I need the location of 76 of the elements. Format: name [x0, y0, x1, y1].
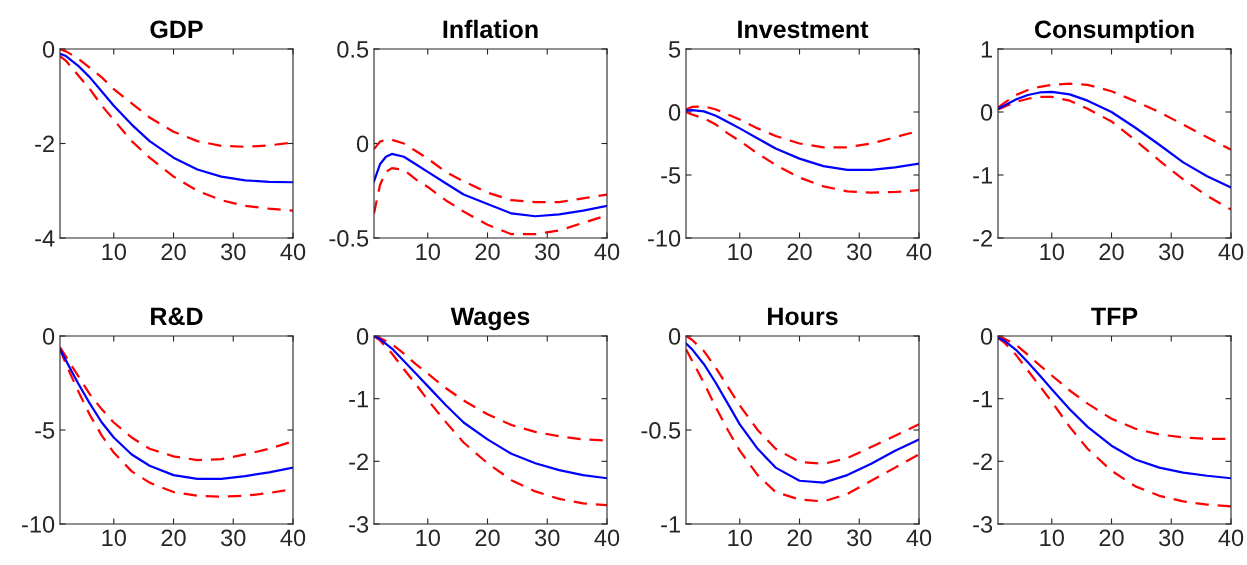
x-tick-label: 20 [787, 529, 812, 547]
y-tick-label: 5 [668, 41, 681, 58]
x-tick-label: 40 [594, 529, 620, 547]
y-tick-label: -0.5 [641, 422, 681, 439]
y-tick-label: -3 [349, 516, 369, 533]
chart-title: R&D [151, 307, 203, 326]
line-series [686, 109, 919, 172]
chart-title: Investment [738, 20, 869, 39]
line-series [60, 54, 293, 212]
x-tick-label: 30 [1159, 243, 1184, 261]
y-tick-label: 0 [980, 104, 993, 121]
y-tick-label: -10 [648, 230, 681, 247]
y-tick-label: 0 [42, 41, 55, 58]
line-series [686, 342, 919, 484]
y-tick-label: -1 [973, 390, 992, 408]
y-tick-label: 0 [980, 328, 993, 345]
x-tick-label: 40 [906, 243, 932, 261]
x-tick-label: 40 [1218, 243, 1244, 261]
y-tick-label: -2 [973, 230, 992, 247]
chart-title: GDP [150, 20, 203, 39]
x-tick-label: 10 [728, 243, 752, 261]
chart-title: TFP [1091, 307, 1138, 325]
x-tick-label: 40 [280, 529, 306, 547]
x-tick-label: 10 [102, 243, 126, 261]
chart-title: Inflation [443, 19, 538, 39]
line-series [374, 152, 607, 218]
x-tick-label: 30 [847, 529, 872, 547]
y-tick-label: 0 [668, 328, 681, 345]
x-tick-label: 40 [906, 529, 932, 547]
y-tick-label: -1 [349, 390, 368, 408]
x-tick-label: 40 [594, 243, 620, 261]
line-series [686, 348, 919, 503]
chart-title: Hours [768, 307, 838, 326]
y-tick-label: 0 [356, 135, 369, 153]
chart-title: Wages [450, 307, 530, 331]
x-tick-label: 20 [1099, 243, 1124, 261]
x-tick-label: 40 [1218, 529, 1244, 547]
y-tick-label: -1 [661, 516, 680, 533]
y-tick-label: 0 [668, 104, 681, 121]
x-tick-label: 20 [1099, 529, 1124, 547]
x-tick-label: 10 [1040, 243, 1064, 261]
y-tick-label: -5 [661, 167, 681, 184]
y-tick-label: -2 [349, 453, 368, 470]
x-tick-label: 20 [475, 243, 500, 261]
y-tick-label: 0 [42, 328, 55, 345]
y-tick-label: -2 [35, 135, 54, 153]
y-tick-label: -1 [973, 167, 992, 184]
x-tick-label: 10 [1040, 529, 1064, 547]
y-tick-label: -4 [35, 230, 55, 247]
y-tick-label: 1 [981, 41, 992, 58]
x-tick-label: 20 [787, 243, 812, 261]
x-tick-label: 10 [102, 529, 126, 547]
x-tick-label: 30 [535, 243, 560, 261]
x-tick-label: 10 [416, 243, 440, 261]
x-tick-label: 40 [280, 243, 306, 261]
x-tick-label: 30 [221, 529, 246, 547]
x-tick-label: 10 [728, 529, 752, 547]
line-series [998, 90, 1231, 189]
line-series [60, 52, 293, 184]
x-tick-label: 30 [221, 243, 246, 261]
x-tick-label: 20 [161, 529, 186, 547]
x-tick-label: 20 [475, 529, 500, 547]
y-tick-label: -5 [35, 422, 55, 439]
y-tick-label: 0 [356, 328, 369, 345]
y-tick-label: -3 [973, 516, 993, 533]
x-tick-label: 30 [1159, 529, 1184, 547]
x-tick-label: 30 [535, 529, 560, 547]
x-tick-label: 10 [416, 529, 440, 547]
y-tick-label: -10 [22, 516, 55, 533]
chart-title: Consumption [1034, 19, 1194, 44]
x-tick-label: 20 [161, 243, 186, 261]
x-tick-label: 30 [847, 243, 872, 261]
y-tick-label: 0.5 [337, 41, 369, 58]
y-tick-label: -2 [973, 453, 992, 470]
y-tick-label: -0.5 [329, 230, 369, 247]
line-series [374, 138, 607, 204]
